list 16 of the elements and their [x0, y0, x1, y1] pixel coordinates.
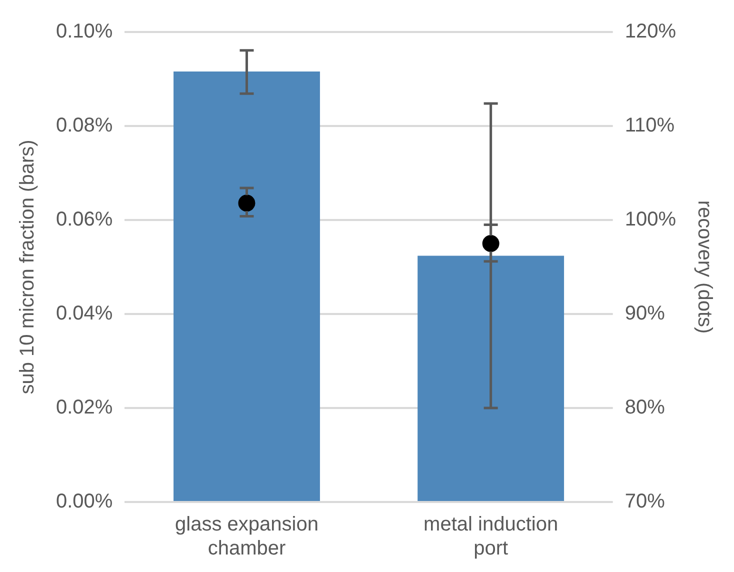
y2-tick-label: 120%: [624, 20, 676, 43]
y-tick-label: 0.00%: [56, 490, 113, 513]
x-tick-label: metal induction port: [424, 514, 558, 560]
y2-tick-label: 100%: [624, 208, 676, 231]
y2-tick-label: 80%: [624, 396, 666, 419]
y2-tick-label: 90%: [624, 302, 666, 325]
x-tick-label: glass expansion chamber: [175, 514, 318, 560]
y-tick-label: 0.02%: [56, 396, 113, 419]
y2-axis-title: recovery (dots): [693, 200, 716, 334]
y-axis-title: sub 10 micron fraction (bars): [16, 140, 39, 394]
y2-tick-label: 70%: [624, 490, 666, 513]
y-tick-label: 0.04%: [56, 302, 113, 325]
y-tick-label: 0.06%: [56, 208, 113, 231]
y-tick-label: 0.10%: [56, 20, 113, 43]
y2-tick-label: 110%: [624, 114, 675, 137]
y-tick-label: 0.08%: [56, 114, 113, 137]
